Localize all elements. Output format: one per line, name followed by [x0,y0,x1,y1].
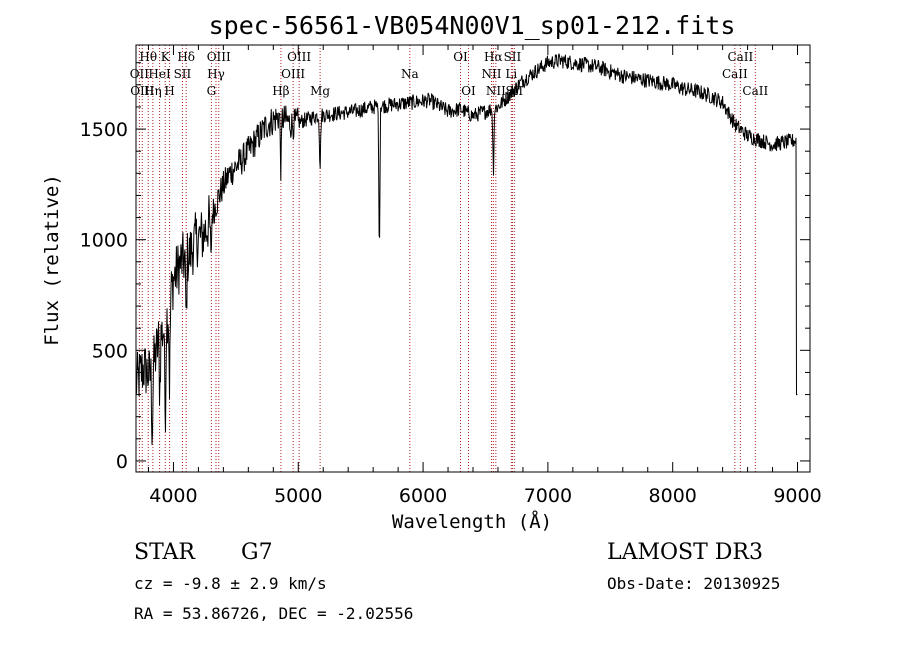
line-label-18: OI [461,84,476,98]
line-label-21: NII [486,84,506,98]
redshift-line: cz = -9.8 ± 2.9 km/s [134,574,327,593]
line-label-22: Li [505,67,517,81]
y-tick-label: 1000 [80,230,128,252]
line-label-13: OIII [281,67,305,81]
line-label-8: Hδ [177,50,195,64]
line-label-9: G [207,84,217,98]
line-label-14: OIII [287,50,311,64]
x-axis-label: Wavelength (Å) [392,510,552,533]
line-label-11: OIII [207,50,231,64]
line-label-23: SII [504,50,522,64]
line-label-15: Mg [310,84,330,98]
line-label-17: OI [453,50,468,64]
x-tick-label: 4000 [149,485,197,507]
object-class: STAR [134,540,196,565]
object-subclass: G7 [241,540,273,565]
spectral-line-labels: OIIOIIIHθHηHeIKHSIIHδGHγOIIIHβOIIIOIIIMg… [130,50,769,98]
line-label-6: H [164,84,174,98]
line-label-0: OII [130,67,150,81]
line-label-4: HeI [148,67,171,81]
line-label-2: Hθ [139,50,157,64]
line-label-5: K [161,50,171,64]
line-label-26: CaII [727,50,753,64]
survey-name: LAMOST DR3 [607,540,763,565]
coordinates: RA = 53.86726, DEC = -2.02556 [134,604,413,623]
y-axis-label: Flux (relative) [41,174,63,346]
line-label-27: CaII [742,84,768,98]
line-label-10: Hγ [207,67,225,81]
line-label-19: NII [481,67,501,81]
line-label-16: Na [401,67,419,81]
x-tick-label: 6000 [399,485,447,507]
x-tick-label: 8000 [649,485,697,507]
line-label-25: CaII [722,67,748,81]
x-tick-label: 5000 [274,485,322,507]
axis-ticks: 4000 5000 6000 7000 8000 9000 0 500 1000 1500 [80,45,822,507]
obs-date: Obs-Date: 20130925 [607,574,780,593]
line-label-12: Hβ [272,84,289,98]
x-tick-label: 7000 [524,485,572,507]
line-label-3: Hη [144,84,162,98]
chart-title: spec-56561-VB054N00V1_sp01-212.fits [209,11,736,40]
line-label-7: SII [174,67,192,81]
y-tick-label: 1500 [80,119,128,141]
spectrum-trace [135,53,798,445]
y-tick-label: 0 [116,451,128,473]
info-panel: STAR G7 LAMOST DR3 cz = -9.8 ± 2.9 km/s … [134,540,780,623]
spectral-line-markers [138,45,756,472]
line-label-20: Hα [484,50,503,64]
x-tick-label: 9000 [773,485,821,507]
plot-frame [135,44,811,473]
y-tick-label: 500 [92,340,128,362]
